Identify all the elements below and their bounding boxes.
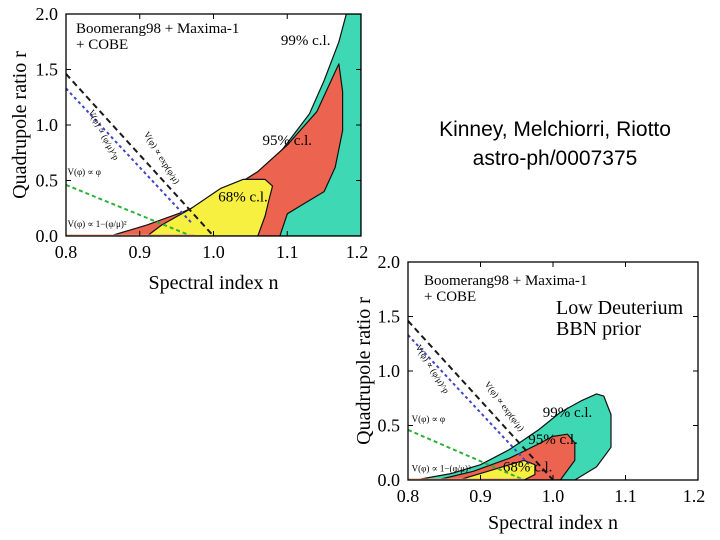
x-tick-label: 0.8 xyxy=(55,242,78,262)
x-tick-label: 1.2 xyxy=(346,242,369,262)
confidence-label-95: 95% c.l. xyxy=(262,133,312,149)
model-line-label-4: V(φ) ∝ 1−(φ/μ)² xyxy=(67,219,126,229)
y-tick-label: 1.5 xyxy=(378,307,401,327)
x-tick-label: 0.9 xyxy=(469,486,492,506)
plot-area xyxy=(66,14,361,236)
y-axis-label: Quadrupole ratio r xyxy=(353,297,375,445)
model-line-1 xyxy=(408,320,554,480)
model-line-3 xyxy=(66,184,192,236)
model-line-1 xyxy=(66,73,215,236)
confidence-label-99: 99% c.l. xyxy=(281,33,331,49)
x-tick-label: 1.1 xyxy=(276,242,299,262)
confidence-label-68: 68% c.l. xyxy=(503,459,553,475)
citation-authors: Kinney, Melchiorri, Riotto xyxy=(439,118,671,141)
legend-line-2: + COBE xyxy=(76,37,128,53)
model-line-2 xyxy=(408,334,532,468)
confidence-region-95 xyxy=(436,433,576,480)
prior-annotation-line-1: Low Deuterium xyxy=(556,297,684,319)
x-axis-label: Spectral index n xyxy=(149,272,279,294)
x-tick-label: 1.0 xyxy=(202,242,225,262)
y-tick-label: 0.0 xyxy=(36,226,59,246)
y-tick-label: 0.5 xyxy=(36,171,59,191)
model-line-label-3: V(φ) ∝ φ xyxy=(67,167,100,177)
y-tick-label: 1.0 xyxy=(378,361,401,381)
y-axis-label: Quadrupole ratio r xyxy=(9,51,31,199)
y-tick-label: 0.5 xyxy=(378,416,401,436)
confidence-label-68: 68% c.l. xyxy=(218,190,268,206)
y-tick-label: 0.0 xyxy=(378,470,401,490)
x-tick-label: 0.9 xyxy=(129,242,152,262)
y-tick-label: 2.0 xyxy=(36,4,59,24)
y-tick-label: 1.5 xyxy=(36,60,59,80)
x-tick-label: 1.2 xyxy=(683,486,706,506)
legend-line-1: Boomerang98 + Maxima-1 xyxy=(76,21,239,37)
prior-annotation-line-2: BBN prior xyxy=(556,318,641,340)
confidence-label-95: 95% c.l. xyxy=(528,432,578,448)
x-tick-label: 0.8 xyxy=(397,486,420,506)
y-tick-label: 2.0 xyxy=(378,252,401,272)
x-tick-label: 1.0 xyxy=(542,486,565,506)
model-line-3 xyxy=(408,428,525,480)
confidence-region-68 xyxy=(458,459,536,480)
model-line-label-2: V(φ) ∝ (φ/μ)^p xyxy=(414,343,452,396)
citation-block: Kinney, Melchiorri, Riotto astro-ph/0007… xyxy=(390,115,720,173)
confidence-region-68 xyxy=(146,178,274,236)
model-line-2 xyxy=(66,87,193,224)
x-axis-label: Spectral index n xyxy=(488,512,618,534)
confidence-label-99: 99% c.l. xyxy=(543,405,593,421)
plot-area xyxy=(408,320,612,480)
model-line-label-3: V(φ) ∝ φ xyxy=(412,414,445,424)
y-tick-label: 1.0 xyxy=(36,115,59,135)
model-line-label-1: V(φ) ∝ exp(φ/μ) xyxy=(483,379,527,433)
legend-line-1: Boomerang98 + Maxima-1 xyxy=(424,273,587,289)
model-line-label-4: V(φ) ∝ 1−(φ/μ)² xyxy=(412,463,471,473)
legend-line-2: + COBE xyxy=(424,289,476,305)
x-tick-label: 1.1 xyxy=(614,486,637,506)
citation-reference: astro-ph/0007375 xyxy=(472,147,638,170)
